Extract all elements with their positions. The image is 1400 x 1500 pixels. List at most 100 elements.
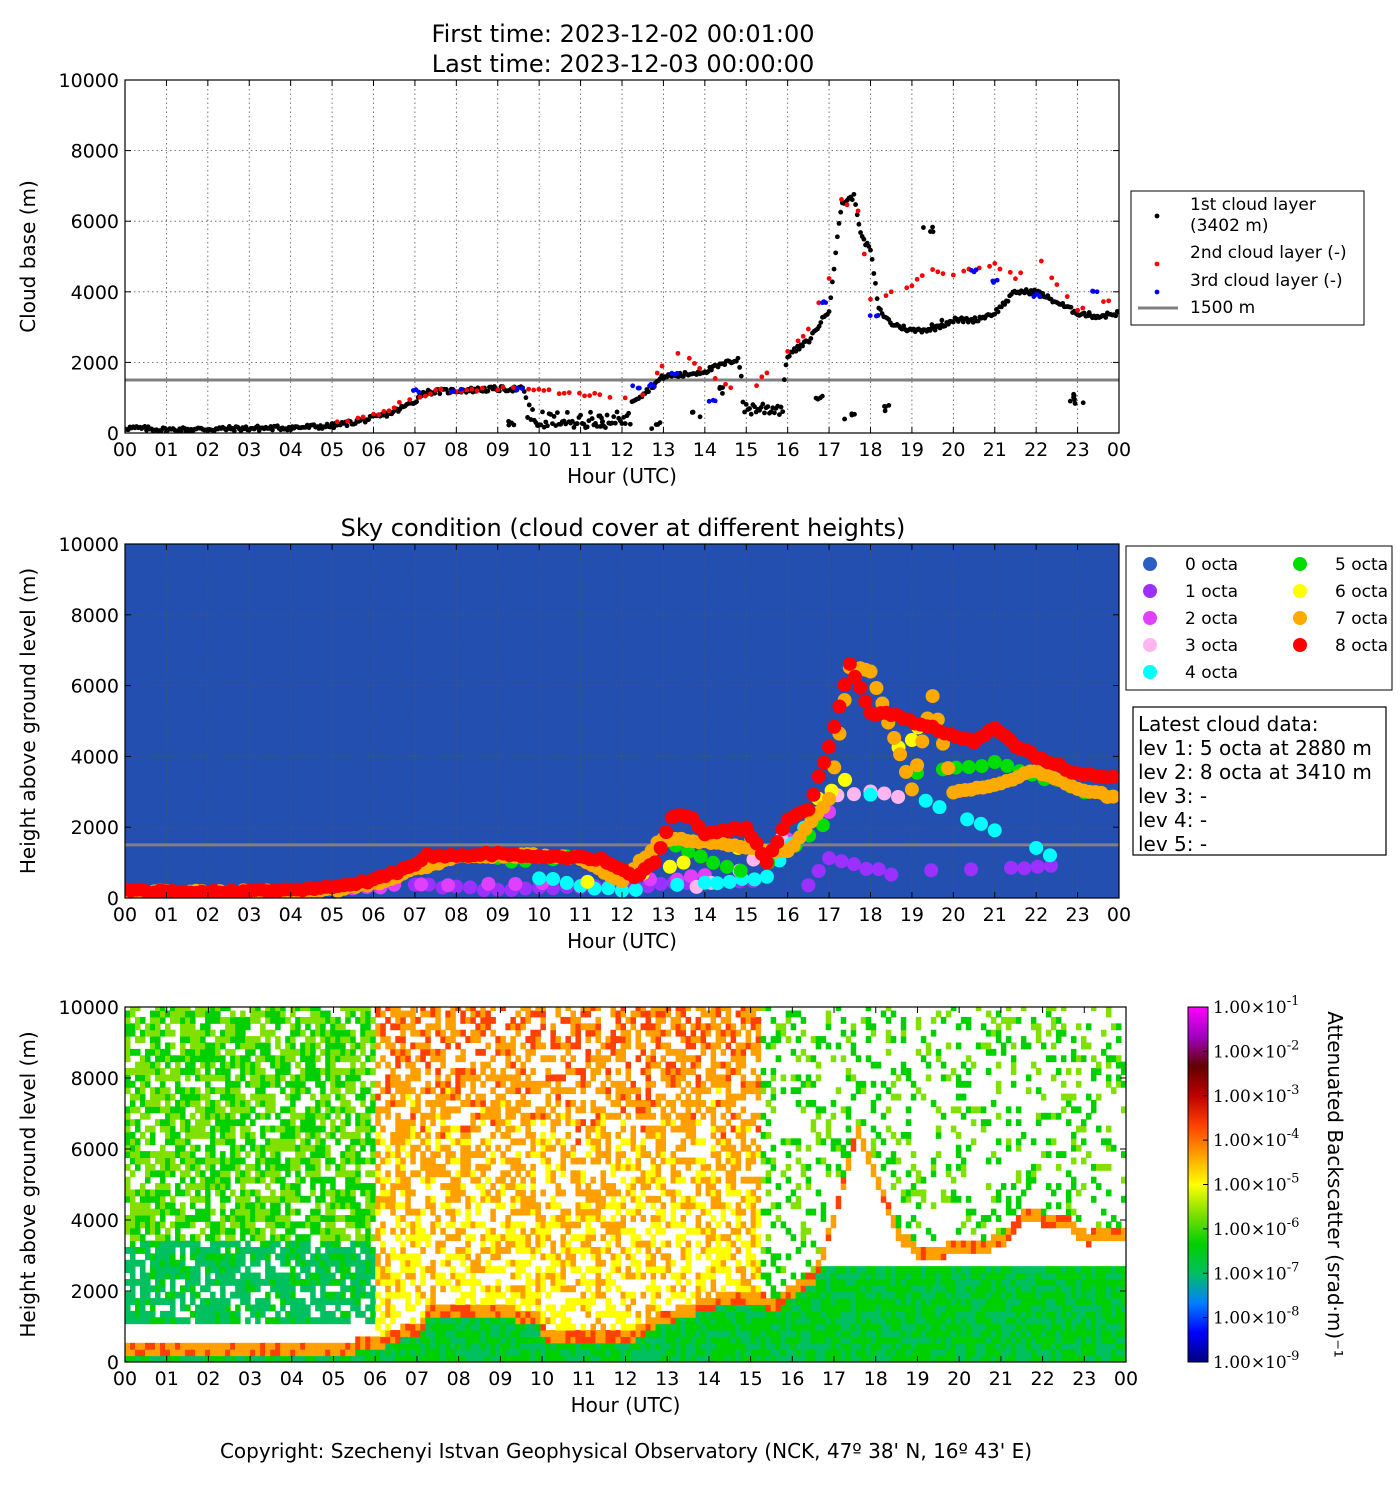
backscatter-cell [230, 1112, 236, 1120]
backscatter-cell [365, 1336, 371, 1344]
backscatter-cell [170, 1170, 176, 1178]
backscatter-cell [280, 1131, 286, 1139]
backscatter-cell [470, 1349, 476, 1357]
backscatter-cell [555, 1336, 561, 1344]
backscatter-cell [400, 1131, 406, 1139]
backscatter-cell [155, 1240, 161, 1248]
backscatter-cell [560, 1138, 566, 1146]
backscatter-cell [175, 1189, 181, 1197]
backscatter-cell [570, 1259, 576, 1267]
backscatter-cell [425, 1195, 431, 1203]
backscatter-cell [460, 1304, 466, 1312]
backscatter-cell [245, 1061, 251, 1069]
backscatter-cell [140, 1317, 146, 1325]
backscatter-cell [495, 1112, 501, 1120]
backscatter-cell [205, 1317, 211, 1325]
backscatter-cell [350, 1007, 356, 1012]
backscatter-cell [470, 1342, 476, 1350]
backscatter-cell [270, 1138, 276, 1146]
backscatter-cell [280, 1253, 286, 1261]
backscatter-cell [325, 1055, 331, 1063]
layer2-point [386, 408, 392, 414]
backscatter-cell [180, 1208, 186, 1216]
backscatter-cell [560, 1042, 566, 1050]
layer2-point [391, 405, 397, 411]
backscatter-cell [365, 1355, 371, 1362]
layer2-point [712, 376, 718, 381]
backscatter-cell [130, 1151, 136, 1159]
backscatter-cell [410, 1023, 416, 1031]
backscatter-cell [185, 1157, 191, 1165]
backscatter-cell [355, 1253, 361, 1261]
backscatter-cell [590, 1266, 596, 1274]
backscatter-cell [185, 1119, 191, 1127]
layer1-point [849, 411, 855, 417]
backscatter-cell [325, 1036, 331, 1043]
backscatter-cell [580, 1087, 586, 1095]
backscatter-cell [130, 1278, 136, 1286]
backscatter-cell [260, 1010, 266, 1018]
backscatter-cell [480, 1106, 486, 1114]
y-tick-label: 0 [107, 423, 119, 445]
backscatter-cell [220, 1106, 226, 1114]
backscatter-cell [330, 1253, 336, 1261]
backscatter-cell [380, 1125, 386, 1133]
backscatter-cell [370, 1291, 376, 1299]
backscatter-cell [435, 1074, 441, 1082]
backscatter-cell [290, 1227, 296, 1235]
backscatter-cell [490, 1304, 496, 1312]
backscatter-cell [510, 1042, 516, 1050]
backscatter-cell [145, 1227, 151, 1235]
backscatter-cell [540, 1080, 546, 1088]
backscatter-cell [465, 1074, 471, 1082]
backscatter-cell [455, 1055, 461, 1063]
backscatter-cell [300, 1310, 306, 1318]
backscatter-cell [190, 1131, 196, 1139]
backscatter-cell [385, 1151, 391, 1159]
backscatter-cell [565, 1106, 571, 1114]
layer1-point [569, 418, 575, 424]
backscatter-cell [495, 1355, 501, 1362]
backscatter-cell [380, 1189, 386, 1197]
backscatter-cell [570, 1246, 576, 1254]
backscatter-cell [220, 1189, 226, 1197]
backscatter-cell [395, 1144, 401, 1152]
backscatter-cell [445, 1208, 451, 1216]
layer1-point [868, 247, 873, 253]
backscatter-cell [520, 1310, 526, 1318]
backscatter-cell [335, 1234, 341, 1242]
backscatter-cell [365, 1170, 371, 1178]
backscatter-cell [430, 1336, 436, 1344]
layer1-point [578, 412, 583, 418]
backscatter-cell [280, 1138, 286, 1146]
backscatter-cell [285, 1093, 291, 1101]
backscatter-cell [420, 1336, 426, 1344]
backscatter-cell [280, 1304, 286, 1312]
octa-point [706, 855, 721, 870]
backscatter-cell [530, 1010, 536, 1018]
backscatter-cell [505, 1330, 511, 1337]
backscatter-cell [530, 1119, 536, 1127]
backscatter-cell [165, 1100, 171, 1107]
backscatter-cell [345, 1144, 351, 1152]
backscatter-cell [225, 1259, 231, 1267]
backscatter-cell [295, 1355, 301, 1362]
backscatter-cell [535, 1317, 541, 1325]
backscatter-cell [210, 1246, 216, 1254]
backscatter-cell [350, 1240, 356, 1248]
backscatter-cell [465, 1221, 471, 1229]
backscatter-cell [325, 1151, 331, 1159]
backscatter-cell [270, 1061, 276, 1069]
backscatter-cell [365, 1010, 371, 1018]
backscatter-cell [580, 1170, 586, 1178]
backscatter-cell [355, 1074, 361, 1082]
backscatter-cell [350, 1036, 356, 1043]
backscatter-cell [210, 1208, 216, 1216]
backscatter-cell [160, 1278, 166, 1286]
backscatter-cell [325, 1298, 331, 1305]
backscatter-cell [270, 1176, 276, 1184]
backscatter-cell [400, 1036, 406, 1043]
backscatter-cell [410, 1208, 416, 1216]
backscatter-cell [280, 1272, 286, 1280]
backscatter-cell [230, 1010, 236, 1018]
